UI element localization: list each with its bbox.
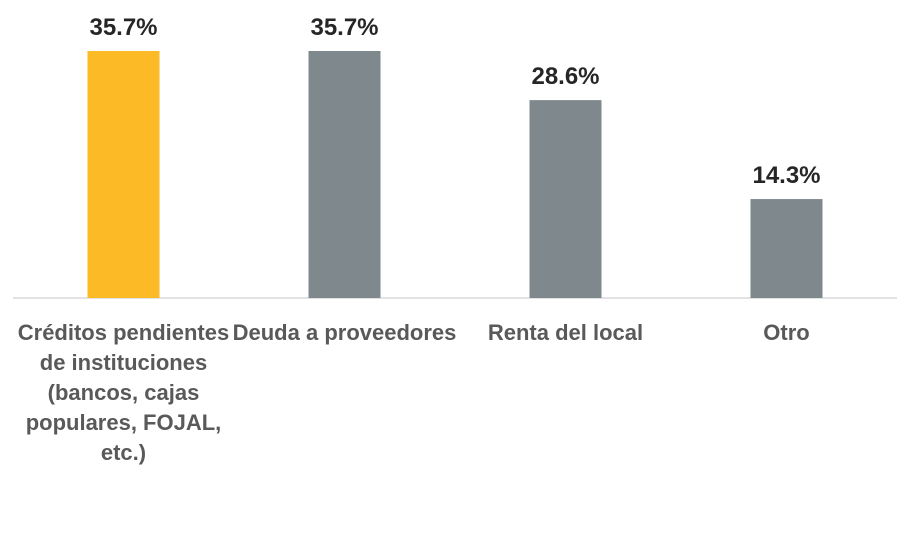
category-label: Renta del local [487,320,644,345]
bar [529,100,602,298]
value-label: 14.3% [752,162,820,189]
bar [308,51,381,298]
bar [87,51,160,298]
category-label: Créditos pendientes de instituciones (ba… [17,320,230,465]
category-label: Otro [763,320,810,345]
value-label: 35.7% [310,14,378,41]
category-label: Deuda a proveedores [232,320,457,345]
bar [750,199,823,298]
value-label: 35.7% [89,14,157,41]
value-label: 28.6% [531,63,599,90]
